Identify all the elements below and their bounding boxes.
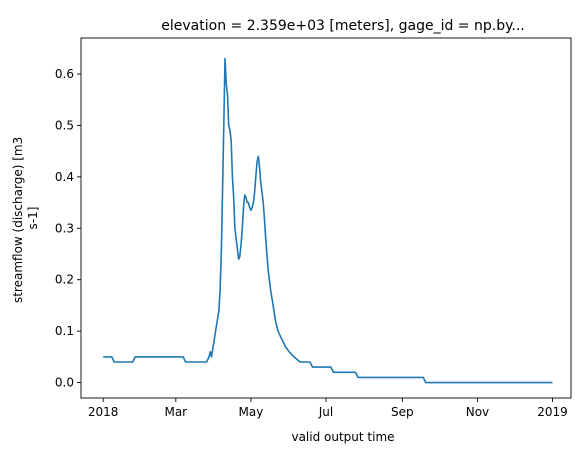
y-tick-label: 0.3 — [55, 221, 74, 235]
axis-ticks: 2018 Mar May Jul Sep Nov 2019 0.0 0.1 0.2 0.3 0.4 0.… — [55, 67, 568, 419]
series-group — [103, 57, 553, 384]
x-tick-label: Jul — [318, 405, 333, 419]
plot-frame — [80, 37, 572, 399]
x-tick-label: Sep — [391, 405, 414, 419]
y-tick-label: 0.0 — [55, 376, 74, 390]
chart-title: elevation = 2.359e+03 [meters], gage_id … — [161, 18, 524, 34]
y-axis-label-line-1: streamflow (discharge) [m3 — [11, 137, 25, 303]
y-tick-label: 0.6 — [55, 67, 74, 81]
y-tick-label: 0.4 — [55, 170, 74, 184]
y-axis-label: streamflow (discharge) [m3 s-1] — [11, 133, 40, 303]
y-tick-label: 0.5 — [55, 118, 74, 132]
x-tick-label: Mar — [164, 405, 187, 419]
x-tick-label: May — [238, 405, 263, 419]
x-axis-label: valid output time — [291, 430, 394, 444]
x-tick-label: 2019 — [537, 405, 568, 419]
y-axis-label-line-2: s-1] — [26, 207, 40, 230]
y-tick-label: 0.1 — [55, 324, 74, 338]
x-tick-label: Nov — [466, 405, 489, 419]
y-tick-label: 0.2 — [55, 273, 74, 287]
x-tick-label: 2018 — [88, 405, 119, 419]
series-line-0 — [103, 57, 553, 384]
